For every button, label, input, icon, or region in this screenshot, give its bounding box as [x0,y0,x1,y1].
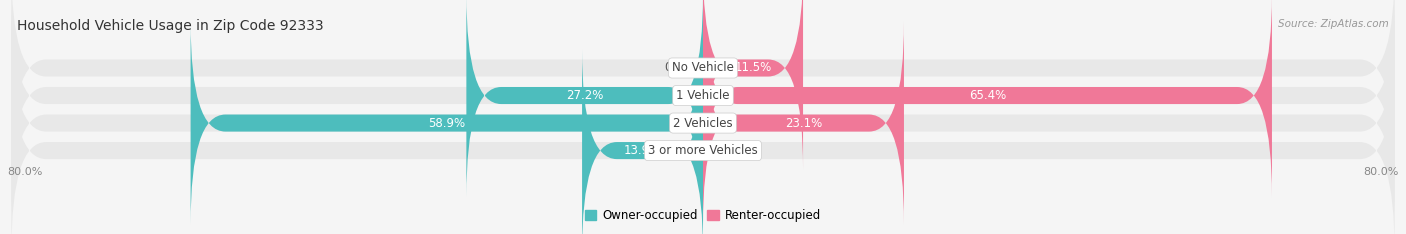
Text: No Vehicle: No Vehicle [672,62,734,74]
FancyBboxPatch shape [11,0,1395,170]
Text: 11.5%: 11.5% [734,62,772,74]
Text: Source: ZipAtlas.com: Source: ZipAtlas.com [1278,19,1389,29]
FancyBboxPatch shape [467,0,703,197]
Text: 65.4%: 65.4% [969,89,1007,102]
Text: Household Vehicle Usage in Zip Code 92333: Household Vehicle Usage in Zip Code 9233… [17,19,323,33]
Text: 23.1%: 23.1% [785,117,823,130]
Text: 2 Vehicles: 2 Vehicles [673,117,733,130]
FancyBboxPatch shape [582,49,703,234]
Text: 80.0%: 80.0% [1364,167,1399,177]
FancyBboxPatch shape [11,22,1395,225]
Text: 80.0%: 80.0% [7,167,42,177]
Text: 13.9%: 13.9% [624,144,661,157]
FancyBboxPatch shape [703,0,1272,197]
FancyBboxPatch shape [703,0,803,170]
Text: 58.9%: 58.9% [429,117,465,130]
Text: 1 Vehicle: 1 Vehicle [676,89,730,102]
Text: 0.0%: 0.0% [711,144,741,157]
Text: 3 or more Vehicles: 3 or more Vehicles [648,144,758,157]
Text: 27.2%: 27.2% [567,89,603,102]
FancyBboxPatch shape [11,0,1395,197]
FancyBboxPatch shape [191,22,703,225]
FancyBboxPatch shape [703,22,904,225]
Legend: Owner-occupied, Renter-occupied: Owner-occupied, Renter-occupied [579,205,827,227]
FancyBboxPatch shape [11,49,1395,234]
Text: 0.0%: 0.0% [665,62,695,74]
